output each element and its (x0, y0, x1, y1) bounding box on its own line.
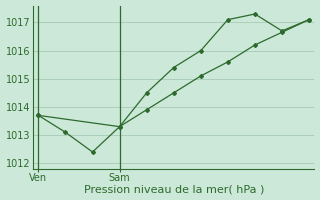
X-axis label: Pression niveau de la mer( hPa ): Pression niveau de la mer( hPa ) (84, 184, 264, 194)
